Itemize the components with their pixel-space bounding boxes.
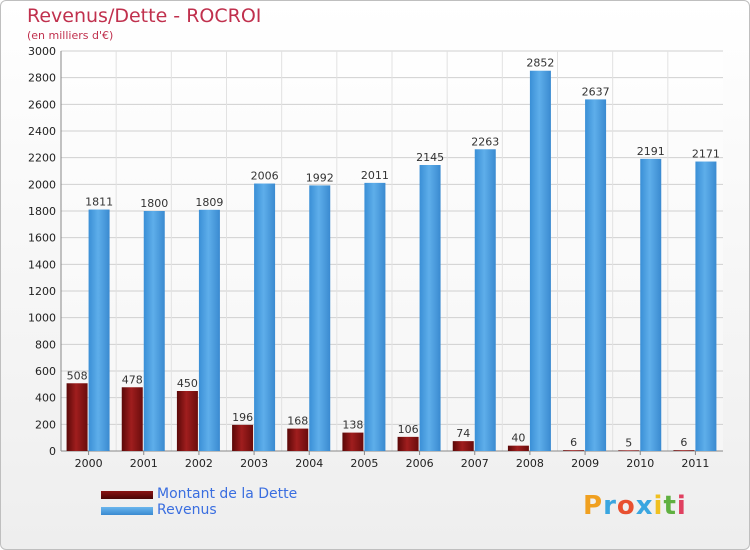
x-tick-label: 2010 (626, 457, 654, 470)
bar-revenus (585, 99, 607, 452)
bar-revenus (309, 185, 331, 451)
legend-label-revenus: Revenus (157, 502, 217, 518)
data-label-debt: 106 (398, 423, 419, 436)
y-tick-label: 1200 (28, 285, 56, 298)
x-tick-label: 2003 (240, 457, 268, 470)
data-label-debt: 478 (122, 373, 143, 386)
bar-revenus (419, 165, 441, 451)
y-tick-label: 400 (35, 392, 56, 405)
bar-revenus (198, 209, 220, 451)
y-tick-label: 800 (35, 338, 56, 351)
data-label-revenus: 1800 (140, 197, 168, 210)
logo-letter: o (616, 491, 636, 521)
data-label-debt: 6 (680, 436, 687, 449)
data-label-revenus: 2263 (471, 135, 499, 148)
x-tick-label: 2011 (681, 457, 709, 470)
bar-debt (66, 383, 88, 451)
bar-debt (232, 424, 254, 451)
y-tick-label: 2200 (28, 152, 56, 165)
bar-debt (563, 450, 585, 451)
bar-debt (452, 441, 474, 451)
x-tick-label: 2008 (516, 457, 544, 470)
data-label-debt: 508 (67, 369, 88, 382)
data-label-debt: 40 (511, 432, 525, 445)
x-tick-label: 2002 (185, 457, 213, 470)
y-tick-label: 1000 (28, 312, 56, 325)
bar-revenus (254, 183, 276, 452)
y-tick-label: 2400 (28, 125, 56, 138)
y-tick-label: 3000 (28, 45, 56, 58)
y-tick-label: 2000 (28, 178, 56, 191)
legend-label-debt: Montant de la Dette (157, 486, 298, 502)
bar-debt (673, 450, 695, 451)
x-axis: 2000 2001 2002 2003 2004 2005 2006 2007 2008 2009… (75, 451, 709, 470)
data-label-debt: 450 (177, 377, 198, 390)
data-label-revenus: 1992 (306, 171, 334, 184)
bars (66, 70, 717, 452)
data-label-debt: 168 (287, 415, 308, 428)
data-label-revenus: 2171 (692, 148, 720, 161)
data-label-debt: 138 (342, 419, 363, 432)
bar-debt (397, 436, 419, 451)
x-tick-label: 2006 (406, 457, 434, 470)
y-tick-label: 2800 (28, 72, 56, 85)
bar-debt (287, 428, 309, 451)
bar-revenus (88, 209, 110, 451)
y-tick-label: 2600 (28, 98, 56, 111)
y-axis: 0 200 400 600 800 1000 1200 1400 1600 1800 2000 220… (28, 45, 56, 458)
bar-revenus (474, 149, 496, 451)
data-label-revenus: 2852 (526, 57, 554, 70)
bar-revenus (143, 211, 165, 451)
chart-subtitle: (en milliers d'€) (27, 29, 114, 42)
y-tick-label: 200 (35, 418, 56, 431)
data-label-revenus: 1811 (85, 196, 113, 209)
x-tick-label: 2004 (295, 457, 323, 470)
bar-debt (507, 445, 529, 451)
bar-revenus (364, 182, 386, 451)
logo-letter: i (653, 491, 664, 521)
data-label-revenus: 2011 (361, 169, 389, 182)
y-tick-label: 0 (49, 445, 56, 458)
y-tick-label: 600 (35, 365, 56, 378)
bar-debt (121, 387, 143, 451)
bar-debt (618, 450, 640, 451)
logo-letter: r (603, 491, 617, 521)
bar-revenus (529, 70, 551, 451)
proxiti-logo: Proxiti (583, 491, 687, 521)
logo-letter: P (583, 491, 604, 521)
y-tick-label: 1400 (28, 258, 56, 271)
y-tick-label: 1800 (28, 205, 56, 218)
data-label-debt: 6 (570, 436, 577, 449)
x-tick-label: 2007 (461, 457, 489, 470)
data-label-revenus: 1809 (195, 196, 223, 209)
x-tick-label: 2001 (130, 457, 158, 470)
bar-revenus (640, 158, 662, 451)
logo-letter: t (663, 491, 677, 521)
data-label-debt: 74 (456, 427, 470, 440)
data-label-revenus: 2006 (251, 170, 279, 183)
logo-letter: i (676, 491, 687, 521)
bar-debt (176, 391, 198, 451)
data-label-revenus: 2145 (416, 151, 444, 164)
data-label-revenus: 2637 (582, 85, 610, 98)
bar-revenus (695, 161, 717, 452)
legend-swatch-revenus (101, 507, 153, 515)
data-label-revenus: 2191 (637, 145, 665, 158)
x-tick-label: 2009 (571, 457, 599, 470)
data-labels: 508 1811 478 1800 450 1809 196 2006 168 1992 138 20… (67, 57, 720, 450)
x-tick-label: 2000 (75, 457, 103, 470)
bar-debt (342, 432, 364, 451)
logo-letter: x (635, 491, 654, 521)
data-label-debt: 5 (625, 436, 632, 449)
x-tick-label: 2005 (350, 457, 378, 470)
grid-layer (60, 50, 723, 452)
chart-title: Revenus/Dette - ROCROI (27, 5, 262, 27)
y-tick-label: 1600 (28, 232, 56, 245)
data-label-debt: 196 (232, 411, 253, 424)
legend-swatch-debt (101, 491, 153, 499)
